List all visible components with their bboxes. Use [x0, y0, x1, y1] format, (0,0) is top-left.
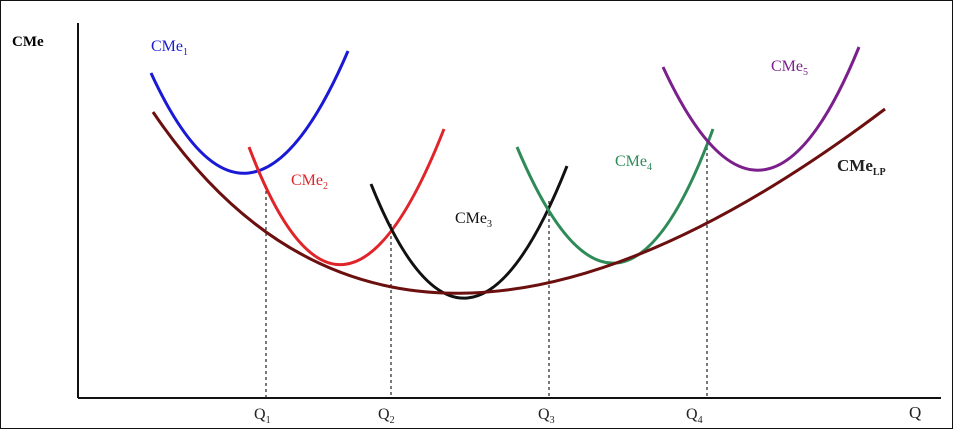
q3-label: Q3	[538, 406, 555, 426]
cmelp-curve	[151, 107, 886, 295]
cme4-label: CMe4	[615, 153, 652, 173]
cme4-curve	[515, 128, 715, 265]
cme1-curve	[149, 50, 350, 175]
cme1-label: CMe1	[151, 38, 188, 58]
cme2-curve	[247, 128, 446, 267]
q4-label: Q4	[686, 406, 703, 426]
cme5-label: CMe5	[771, 58, 808, 78]
x-axis-label: Q	[909, 403, 921, 422]
cme3-curve	[369, 165, 569, 300]
q2-label: Q2	[378, 406, 395, 426]
cmelp-label: CMeLP	[837, 156, 886, 178]
cme3-label: CMe3	[455, 210, 492, 230]
cme5-curve	[661, 46, 861, 172]
cme2-label: CMe2	[291, 172, 328, 192]
y-axis-label: CMe	[12, 34, 44, 50]
q1-label: Q1	[254, 406, 271, 426]
